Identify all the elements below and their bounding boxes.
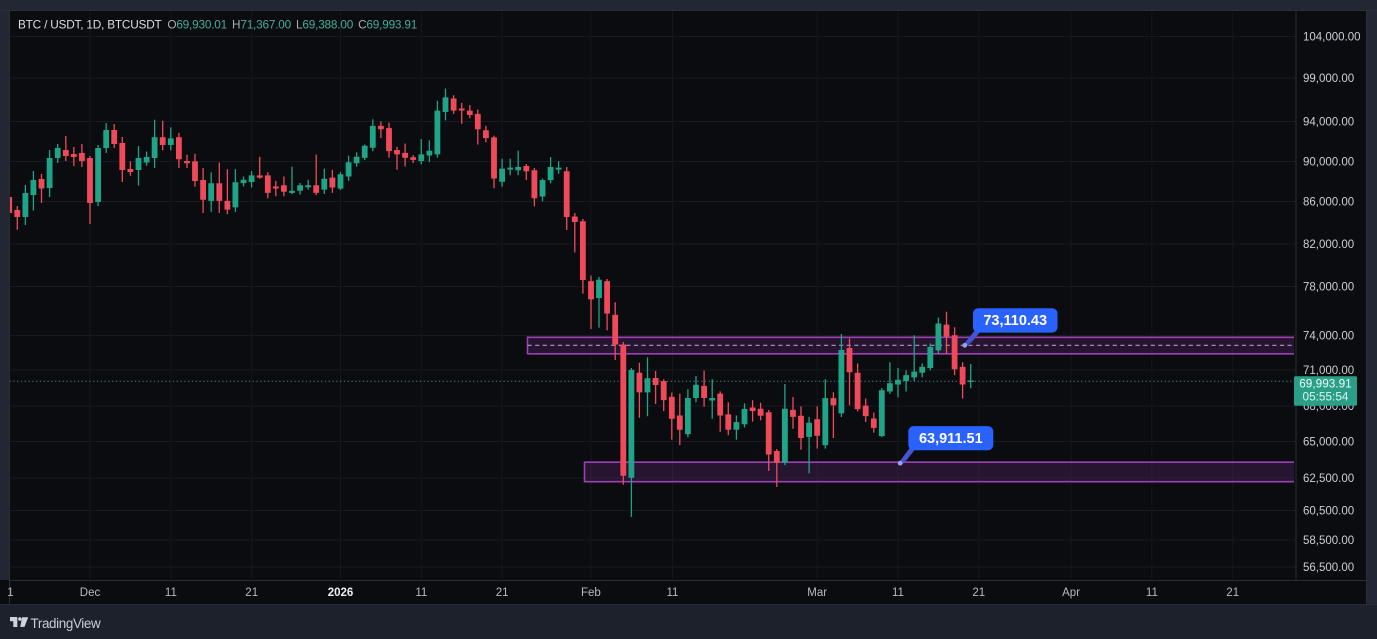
svg-text:71,000.00: 71,000.00: [1303, 365, 1354, 377]
svg-text:21: 21: [496, 587, 509, 599]
svg-text:2026: 2026: [328, 587, 354, 599]
svg-text:11: 11: [415, 587, 427, 599]
svg-text:56,500.00: 56,500.00: [1303, 562, 1354, 574]
svg-text:05:55:54: 05:55:54: [1303, 390, 1349, 404]
svg-text:60,500.00: 60,500.00: [1303, 506, 1354, 518]
svg-text:74,000.00: 74,000.00: [1303, 331, 1354, 343]
svg-text:Feb: Feb: [581, 587, 601, 599]
svg-text:63,911.51: 63,911.51: [919, 431, 983, 447]
svg-text:62,500.00: 62,500.00: [1303, 473, 1354, 485]
svg-text:21: 21: [972, 587, 985, 599]
svg-text:11: 11: [1146, 587, 1158, 599]
svg-text:1: 1: [7, 587, 13, 599]
svg-text:21: 21: [245, 587, 258, 599]
svg-text:65,000.00: 65,000.00: [1303, 437, 1354, 449]
svg-text:78,000.00: 78,000.00: [1303, 282, 1354, 294]
svg-text:TradingView: TradingView: [31, 616, 102, 631]
svg-text:Dec: Dec: [80, 587, 101, 599]
svg-text:69,993.91: 69,993.91: [1299, 376, 1351, 390]
svg-text:11: 11: [667, 587, 679, 599]
svg-text:82,000.00: 82,000.00: [1303, 239, 1354, 251]
svg-text:86,000.00: 86,000.00: [1303, 197, 1354, 209]
svg-text:21: 21: [1226, 587, 1239, 599]
svg-text:73,110.43: 73,110.43: [983, 313, 1047, 329]
svg-text:11: 11: [165, 587, 177, 599]
svg-text:Apr: Apr: [1062, 587, 1080, 599]
svg-text:Mar: Mar: [807, 587, 827, 599]
svg-text:90,000.00: 90,000.00: [1303, 157, 1354, 169]
svg-text:99,000.00: 99,000.00: [1303, 73, 1354, 85]
svg-text:58,500.00: 58,500.00: [1303, 535, 1354, 547]
svg-text:104,000.00: 104,000.00: [1303, 32, 1361, 44]
svg-text:11: 11: [892, 587, 904, 599]
svg-text:94,000.00: 94,000.00: [1303, 117, 1354, 129]
